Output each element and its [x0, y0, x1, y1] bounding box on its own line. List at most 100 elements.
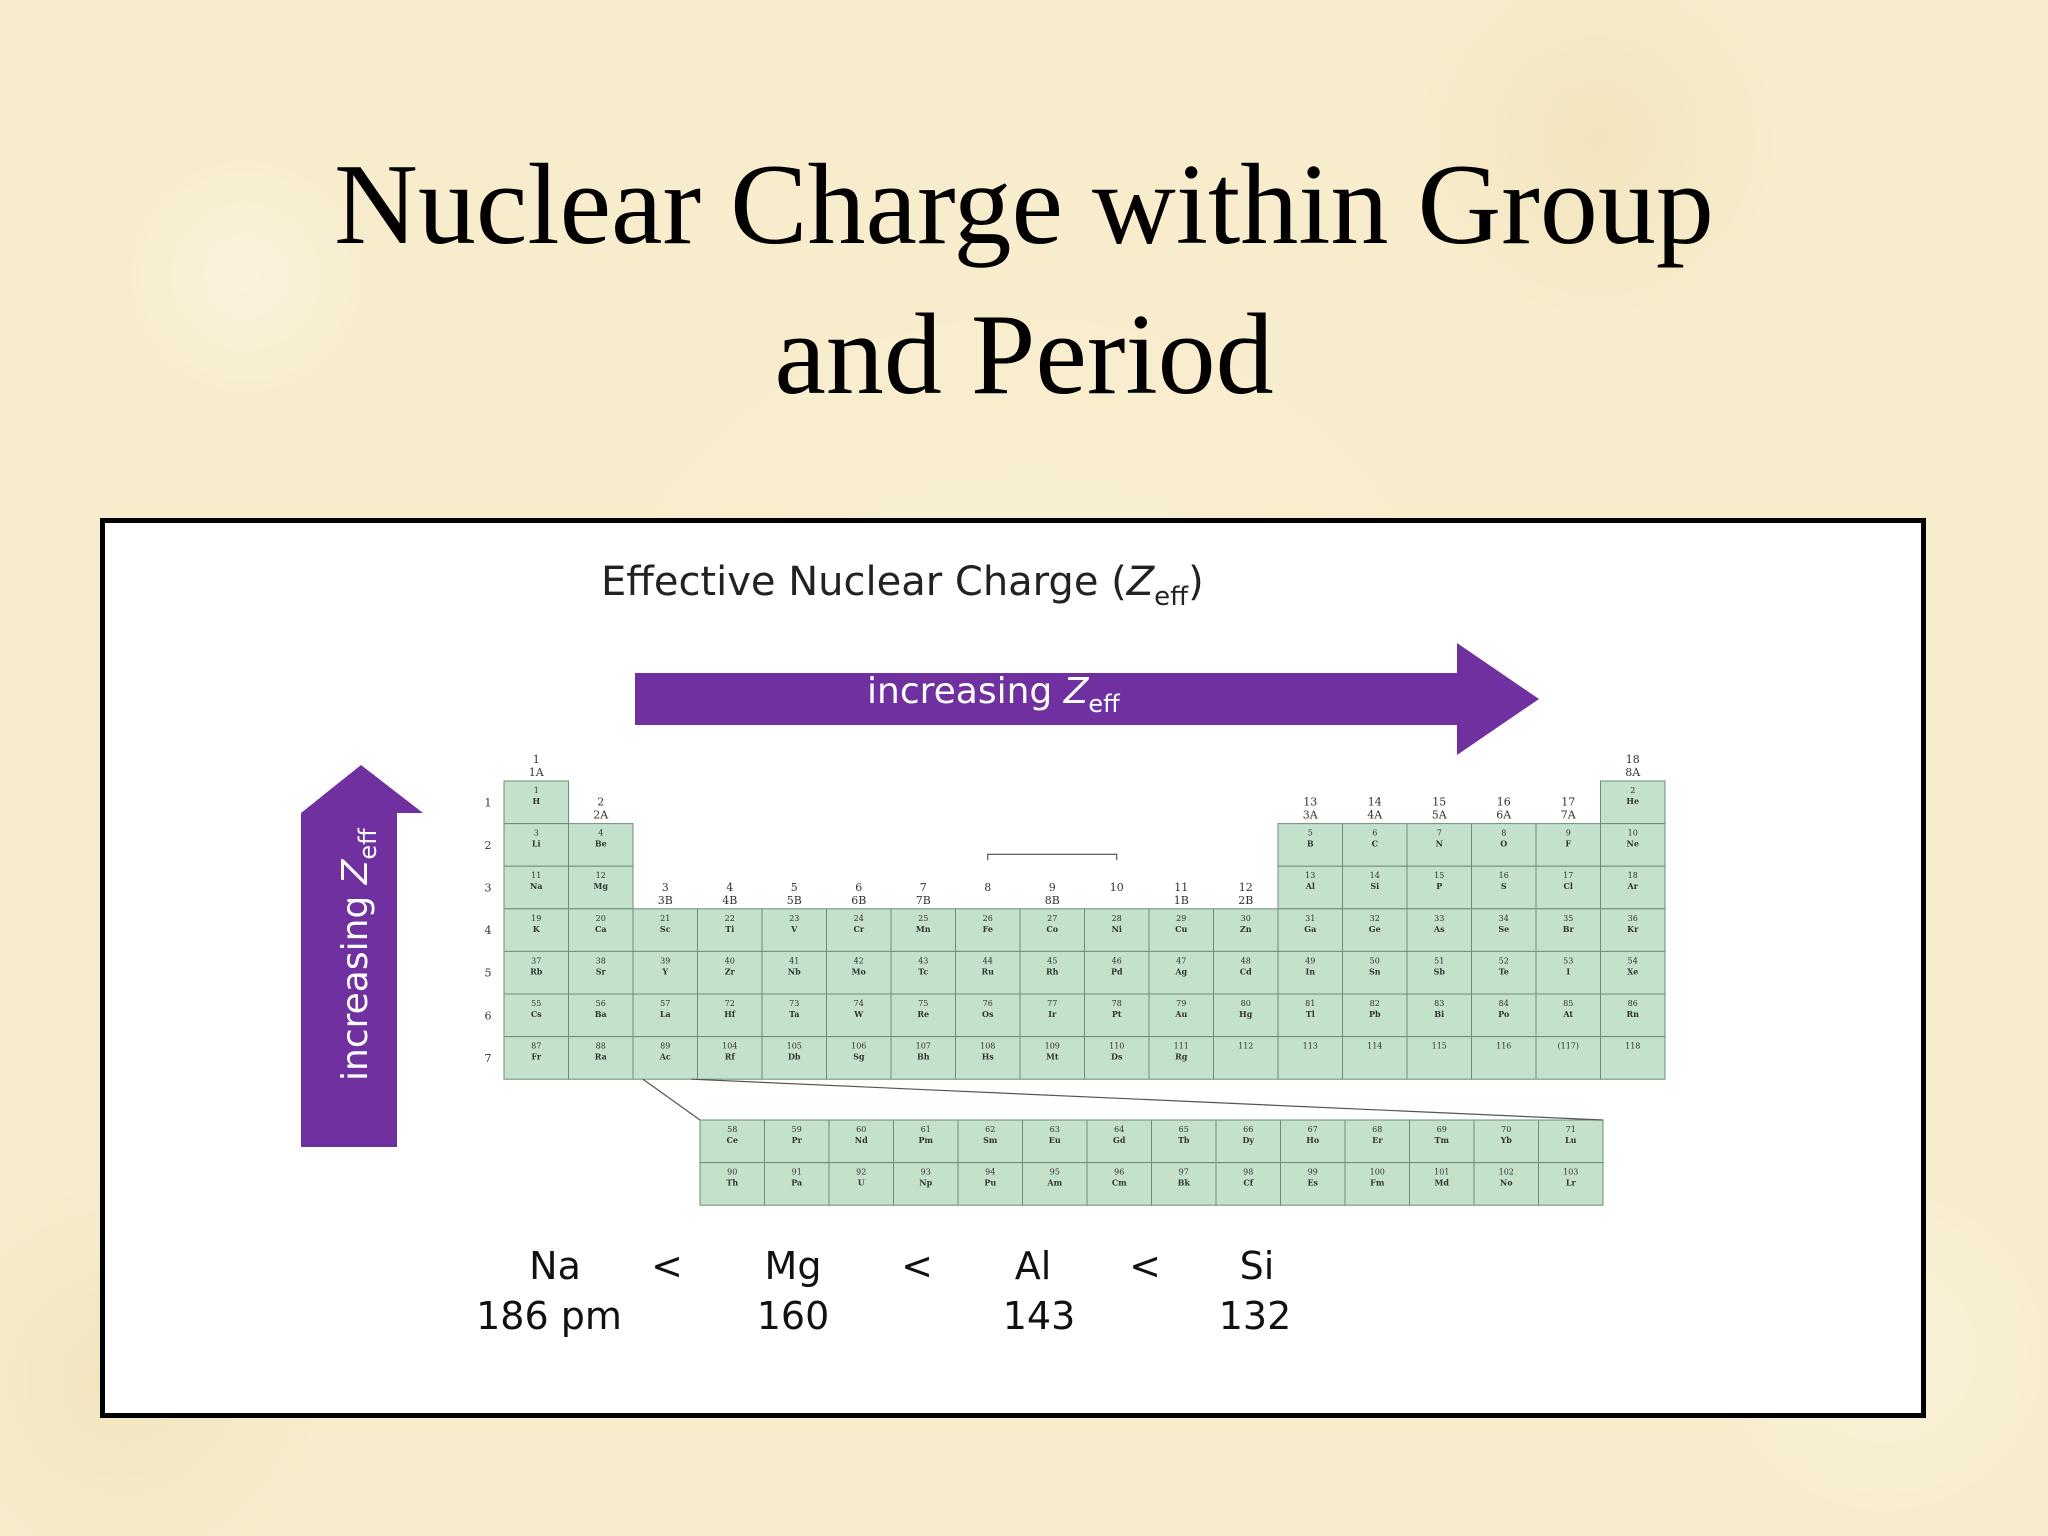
atomic-number: 91 [792, 1168, 802, 1177]
element-symbol: Ne [1627, 839, 1639, 849]
element-symbol: Am [1046, 1178, 1062, 1188]
element-cell-box [1473, 1119, 1539, 1164]
element-symbol: Hs [982, 1052, 995, 1062]
element-cell-box [1473, 1162, 1539, 1206]
element-cell-box [1280, 1119, 1346, 1164]
atomic-number: 38 [596, 956, 606, 965]
atomic-number: 87 [531, 1042, 541, 1051]
element-cell-box [1600, 993, 1666, 1038]
atomic-number: 110 [1109, 1042, 1124, 1051]
group-label: 5A [1432, 809, 1448, 822]
element-cell-box [1409, 1162, 1475, 1206]
element-cell-box [826, 1036, 892, 1080]
atomic-number: 111 [1174, 1042, 1189, 1051]
element-cell: 16S [1471, 865, 1537, 910]
atomic-number: 73 [789, 999, 799, 1008]
element-symbol: Ga [1304, 924, 1316, 934]
group-label: 6A [1496, 809, 1512, 822]
element-symbol: Gd [1113, 1135, 1126, 1145]
element-cell-box [761, 908, 827, 952]
atomic-number: 36 [1628, 914, 1638, 923]
element-symbol: S [1501, 881, 1507, 891]
element-symbol: Ce [727, 1135, 738, 1145]
element-cell-box [503, 780, 569, 825]
group-number: 4 [726, 881, 733, 894]
element-symbol: Os [982, 1009, 994, 1019]
group-number: 1 [533, 753, 540, 766]
period-label: 4 [485, 924, 492, 937]
element-cell-box [1406, 1036, 1472, 1080]
element-cell-box [1538, 1119, 1604, 1164]
element-cell-box [828, 1162, 894, 1206]
atomic-number: 10 [1628, 829, 1638, 838]
group-number: 2 [597, 796, 604, 809]
element-cell-box [568, 865, 634, 910]
element-cell-box [1600, 950, 1666, 995]
element-cell-box [764, 1119, 830, 1164]
group-number: 7 [920, 881, 927, 894]
element-symbol: Sg [853, 1052, 865, 1062]
element-cell-box [826, 908, 892, 952]
element-symbol: C [1372, 839, 1378, 849]
element-symbol: He [1626, 796, 1639, 806]
element-cell-box [1086, 1162, 1152, 1206]
atomic-number: 89 [660, 1042, 670, 1051]
element-cell-box [826, 993, 892, 1038]
element-cell: 7N [1406, 823, 1472, 867]
f-block-table: 58Ce59Pr60Nd61Pm62Sm63Eu64Gd65Tb66Dy67Ho… [642, 1078, 1604, 1206]
atomic-number: 86 [1628, 999, 1638, 1008]
element-cell-box [1151, 1119, 1217, 1164]
atomic-number: 15 [1434, 871, 1444, 880]
vertical-arrow-label: increasing Zeff [335, 828, 382, 1081]
element-cell-box [761, 1036, 827, 1080]
element-symbol: Pm [919, 1135, 934, 1145]
atomic-number: 63 [1050, 1125, 1060, 1134]
atomic-number: 66 [1243, 1125, 1253, 1134]
atomic-number: 35 [1563, 914, 1573, 923]
element-cell-box [1406, 993, 1472, 1038]
atomic-number: 40 [725, 956, 735, 965]
element-cell-box [568, 908, 634, 952]
group-number: 12 [1239, 881, 1253, 894]
atomic-number: 18 [1628, 871, 1638, 880]
atomic-number: 25 [918, 914, 928, 923]
atomic-number: 33 [1434, 914, 1444, 923]
element-cell-box [1019, 993, 1085, 1038]
element-symbol: Zn [1240, 924, 1252, 934]
arrow-right-icon [635, 643, 1539, 755]
radius-na: 186 pm [476, 1294, 622, 1338]
element-si: Si [1240, 1244, 1275, 1288]
element-symbol: Yb [1500, 1135, 1513, 1145]
element-cell-box [568, 823, 634, 867]
atomic-number: 100 [1370, 1168, 1385, 1177]
element-cell: 6C [1342, 823, 1408, 867]
element-symbol: Bk [1178, 1178, 1191, 1188]
figure-title: Effective Nuclear Charge (Zeff) [601, 559, 1204, 612]
element-cell-box [1084, 1036, 1150, 1080]
atomic-number: 65 [1179, 1125, 1189, 1134]
element-cell-box [1342, 865, 1408, 910]
atomic-number: 115 [1432, 1042, 1447, 1051]
element-symbol: Cd [1240, 966, 1252, 976]
element-symbol: Tb [1178, 1135, 1190, 1145]
